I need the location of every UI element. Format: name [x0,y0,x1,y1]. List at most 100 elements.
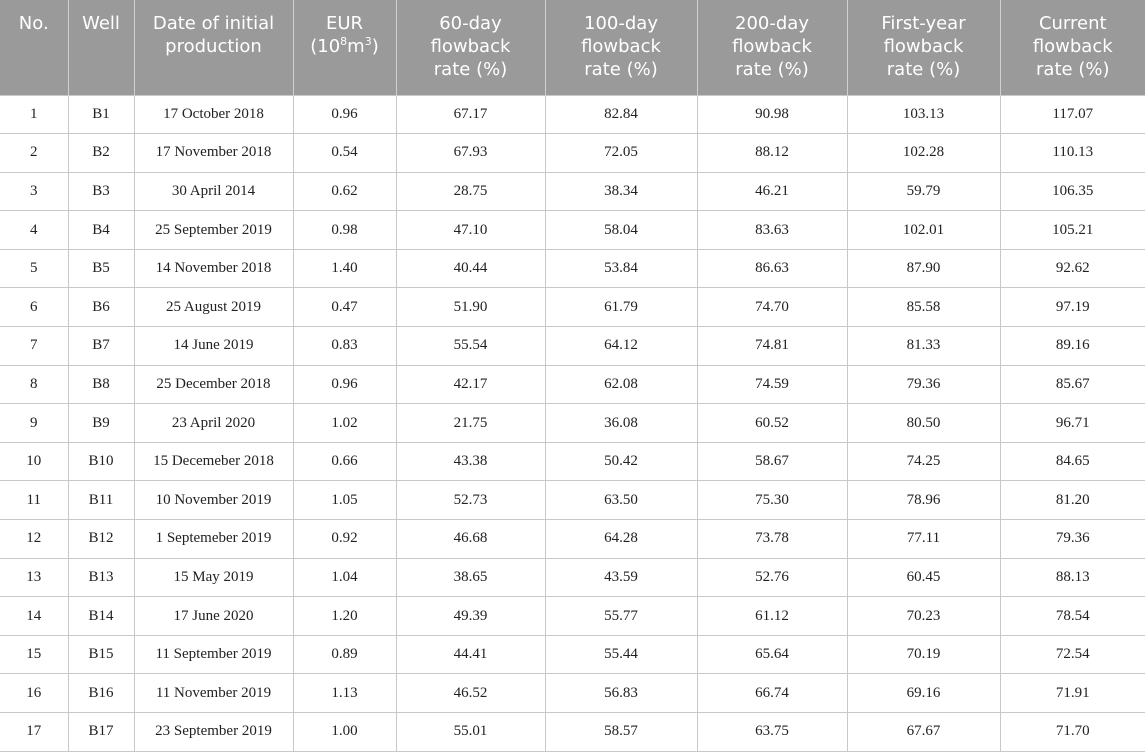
cell-eur: 0.96 [292,364,397,405]
cell-current: 71.70 [999,712,1145,752]
cell-60-day: 49.39 [395,596,546,636]
cell-eur: 0.83 [292,326,397,366]
cell-200-day: 74.59 [696,364,848,405]
cell-60-day: 40.44 [395,248,546,289]
cell-first-year: 70.23 [846,596,1001,636]
cell-well: B16 [67,673,135,713]
cell-no: 4 [0,210,69,250]
cell-date: 14 November 2018 [133,248,294,289]
cell-well: B4 [67,210,135,250]
cell-60-day: 21.75 [395,403,546,443]
cell-date: 25 August 2019 [133,287,294,328]
cell-current: 96.71 [999,403,1145,443]
cell-100-day: 55.77 [544,596,698,636]
cell-eur: 1.04 [292,557,397,598]
cell-first-year: 67.67 [846,712,1001,752]
cell-current: 81.20 [999,480,1145,521]
cell-well: B5 [67,248,135,289]
cell-current: 92.62 [999,248,1145,289]
header-well: Well [67,0,134,95]
cell-eur: 1.40 [292,248,397,289]
cell-well: B14 [67,596,135,636]
table-row: 16 B16 11 November 2019 1.13 46.52 56.83 66.74… [0,673,1145,713]
cell-eur: 0.47 [292,287,397,328]
cell-200-day: 66.74 [696,673,848,713]
cell-eur: 0.96 [292,94,397,135]
cell-100-day: 56.83 [544,673,698,713]
cell-well: B13 [67,557,135,598]
cell-no: 2 [0,133,69,173]
header-current: Current flowback rate (%) [999,0,1145,95]
cell-no: 13 [0,557,69,598]
cell-first-year: 70.19 [846,634,1001,675]
cell-60-day: 38.65 [395,557,546,598]
cell-current: 105.21 [999,210,1145,250]
cell-first-year: 102.28 [846,133,1001,173]
cell-100-day: 58.57 [544,712,698,752]
cell-200-day: 65.64 [696,634,848,675]
cell-200-day: 74.81 [696,326,848,366]
cell-first-year: 102.01 [846,210,1001,250]
cell-100-day: 62.08 [544,364,698,405]
cell-first-year: 60.45 [846,557,1001,598]
cell-no: 1 [0,94,69,135]
table-header: No. Well Date of initial production EUR … [0,0,1145,95]
table-row: 3 B3 30 April 2014 0.62 28.75 38.34 46.21 59.79… [0,171,1145,212]
cell-well: B1 [67,94,135,135]
table-row: 7 B7 14 June 2019 0.83 55.54 64.12 74.81 81.33 8… [0,326,1145,366]
cell-current: 106.35 [999,171,1145,212]
cell-date: 15 May 2019 [133,557,294,598]
cell-60-day: 44.41 [395,634,546,675]
cell-date: 1 Septemeber 2019 [133,519,294,559]
table-row: 11 B11 10 November 2019 1.05 52.73 63.50 75.30… [0,480,1145,521]
cell-60-day: 55.01 [395,712,546,752]
cell-date: 23 September 2019 [133,712,294,752]
table-row: 9 B9 23 April 2020 1.02 21.75 36.08 60.52 80.50… [0,403,1145,443]
cell-60-day: 67.17 [395,94,546,135]
cell-100-day: 64.12 [544,326,698,366]
cell-eur: 1.02 [292,403,397,443]
cell-current: 79.36 [999,519,1145,559]
table-row: 10 B10 15 Decemeber 2018 0.66 43.38 50.42 58.6… [0,441,1145,482]
cell-date: 17 June 2020 [133,596,294,636]
cell-first-year: 59.79 [846,171,1001,212]
header-100-day: 100-day flowback rate (%) [544,0,697,95]
cell-200-day: 58.67 [696,441,848,482]
cell-200-day: 74.70 [696,287,848,328]
cell-200-day: 46.21 [696,171,848,212]
table-row: 12 B12 1 Septemeber 2019 0.92 46.68 64.28 73.7… [0,519,1145,559]
table-row: 1 B1 17 October 2018 0.96 67.17 82.84 90.98 103… [0,94,1145,135]
cell-200-day: 90.98 [696,94,848,135]
header-200-day: 200-day flowback rate (%) [696,0,847,95]
cell-60-day: 51.90 [395,287,546,328]
cell-eur: 1.20 [292,596,397,636]
cell-no: 10 [0,441,69,482]
cell-no: 17 [0,712,69,752]
cell-60-day: 67.93 [395,133,546,173]
cell-100-day: 72.05 [544,133,698,173]
cell-200-day: 60.52 [696,403,848,443]
header-eur: EUR (108m3) [292,0,396,95]
cell-200-day: 52.76 [696,557,848,598]
cell-no: 3 [0,171,69,212]
cell-100-day: 36.08 [544,403,698,443]
cell-eur: 0.62 [292,171,397,212]
cell-200-day: 88.12 [696,133,848,173]
cell-100-day: 61.79 [544,287,698,328]
cell-no: 6 [0,287,69,328]
cell-current: 117.07 [999,94,1145,135]
cell-60-day: 46.68 [395,519,546,559]
cell-current: 97.19 [999,287,1145,328]
cell-current: 71.91 [999,673,1145,713]
cell-no: 11 [0,480,69,521]
cell-well: B10 [67,441,135,482]
cell-date: 17 November 2018 [133,133,294,173]
cell-first-year: 81.33 [846,326,1001,366]
table-row: 8 B8 25 December 2018 0.96 42.17 62.08 74.59 79… [0,364,1145,405]
cell-60-day: 28.75 [395,171,546,212]
cell-well: B11 [67,480,135,521]
header-60-day: 60-day flowback rate (%) [395,0,545,95]
cell-60-day: 55.54 [395,326,546,366]
header-row: No. Well Date of initial production EUR … [0,0,1145,95]
cell-200-day: 75.30 [696,480,848,521]
